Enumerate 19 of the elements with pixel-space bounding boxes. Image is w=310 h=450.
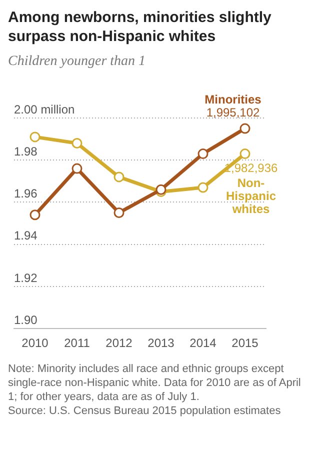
x-tick-label: 2013 bbox=[148, 336, 175, 350]
x-tick-label: 2011 bbox=[64, 336, 90, 350]
x-tick-label: 2010 bbox=[22, 336, 49, 350]
y-tick-label: 1.92 bbox=[14, 270, 38, 285]
annotation: 1,995,102 bbox=[206, 106, 260, 120]
x-tick-label: 2014 bbox=[190, 336, 217, 350]
y-tick-label: 1.96 bbox=[14, 186, 38, 201]
y-tick-label: 1.90 bbox=[14, 312, 38, 327]
x-tick-label: 2015 bbox=[232, 336, 259, 350]
x-tick-label: 2012 bbox=[106, 336, 133, 350]
y-tick-label: 1.98 bbox=[14, 144, 38, 158]
text: Note: Minority includes all race and ethnic groups except single-race non-Hispanic white. Data for 2010 are as of April 1; for other years, data are as of July 1. bbox=[8, 362, 302, 404]
series-label: Minorities bbox=[204, 92, 262, 107]
chart-subtitle: Children younger than 1 bbox=[8, 54, 147, 70]
y-tick-label: 2.00 million bbox=[14, 102, 75, 116]
source-note: Source: U.S. Census Bureau 2015 population estimates bbox=[8, 404, 282, 418]
chart-title: Among newborns, minorities slightly surpass non-Hispanic whites bbox=[8, 8, 272, 46]
series-label: Non-Hispanic whites bbox=[226, 176, 276, 216]
y-tick-label: 1.94 bbox=[14, 228, 38, 243]
